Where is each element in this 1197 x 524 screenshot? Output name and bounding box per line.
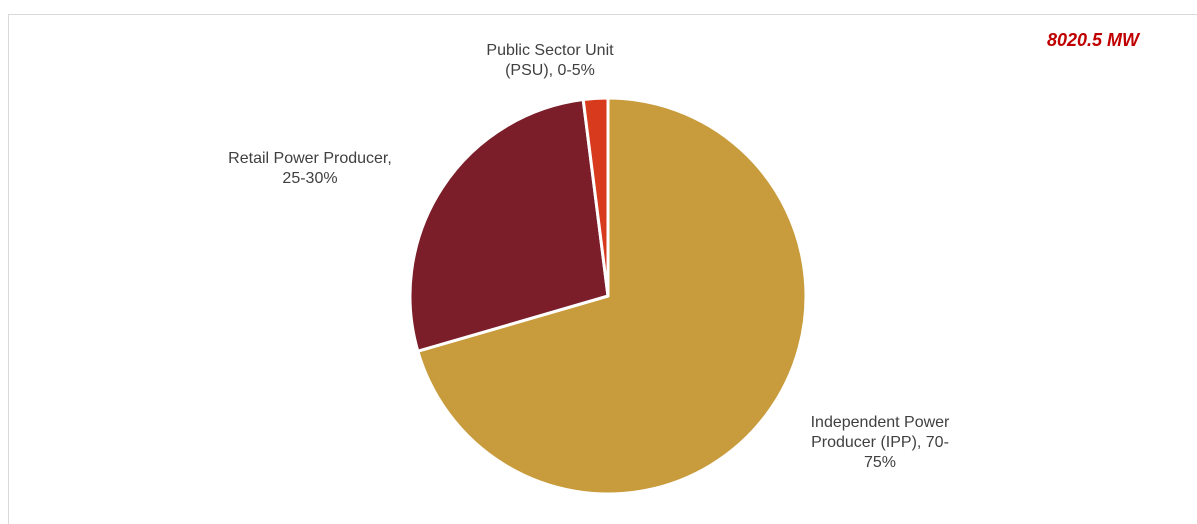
data-label-retail-power-producer: Retail Power Producer, 25-30% bbox=[228, 150, 392, 187]
data-label-line: Independent Power bbox=[811, 414, 950, 431]
total-capacity-label: 8020.5 MW bbox=[1046, 30, 1139, 50]
pie-slice-retail-power-producer bbox=[408, 98, 610, 353]
data-label-public-sector-unit-psu: Public Sector Unit (PSU), 0-5% bbox=[486, 42, 614, 79]
data-label-independent-power-producer-ipp: Independent Power Producer (IPP), 70- 75% bbox=[811, 414, 950, 471]
pie-slice-public-sector-unit-psu bbox=[581, 96, 610, 298]
data-label-line: Retail Power Producer, bbox=[228, 150, 392, 167]
data-label-line: 75% bbox=[864, 454, 896, 471]
data-label-line: (PSU), 0-5% bbox=[505, 62, 595, 79]
pie-slice-independent-power-producer-ipp bbox=[416, 96, 808, 496]
data-label-line: 25-30% bbox=[282, 170, 337, 187]
data-label-line: Producer (IPP), 70- bbox=[811, 434, 949, 451]
data-label-line: Public Sector Unit bbox=[486, 42, 614, 59]
pie-labels: Independent Power Producer (IPP), 70- 75% R… bbox=[228, 42, 950, 471]
chart-frame bbox=[8, 14, 1197, 524]
pie-slices bbox=[408, 96, 808, 496]
